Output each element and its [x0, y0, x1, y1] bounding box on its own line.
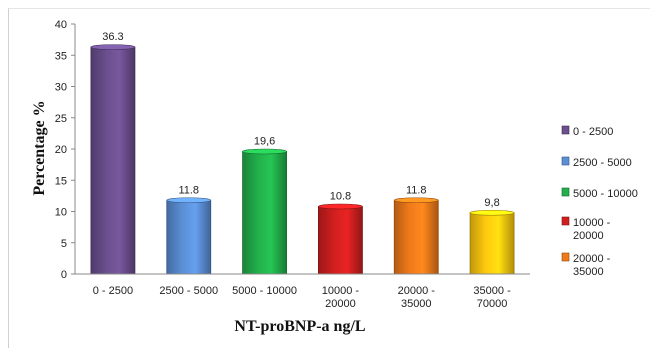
legend-label: 35000 — [573, 266, 604, 278]
y-tick-label: 25 — [55, 113, 67, 125]
x-tick-label: 20000 - — [398, 285, 436, 297]
y-tick-label: 0 — [61, 269, 67, 281]
legend-label: 20000 — [573, 230, 604, 242]
chart-frame — [8, 8, 650, 348]
legend-swatch — [561, 187, 570, 197]
x-tick-label: 35000 — [401, 298, 432, 310]
x-axis-title: NT-proBNP-a ng/L — [234, 318, 365, 335]
bar-top — [166, 197, 212, 204]
x-tick-label: 2500 - 5000 — [159, 285, 218, 297]
data-label: 11.8 — [178, 184, 199, 196]
bar-top — [90, 44, 136, 50]
y-axis: 0 5 10 15 20 25 30 35 40 — [55, 19, 76, 281]
data-label: 36.3 — [102, 31, 123, 43]
y-tick-label: 5 — [61, 238, 67, 250]
bars: 36.3 11.8 19,6 10.8 11.8 9,8 — [90, 31, 515, 275]
x-tick-label: 70000 — [477, 298, 508, 310]
y-tick-label: 35 — [55, 50, 67, 62]
x-axis: 0 - 2500 2500 - 5000 5000 - 10000 10000 -20… — [75, 273, 530, 310]
data-label: 11.8 — [406, 184, 427, 196]
legend-label: 10000 - — [573, 217, 611, 229]
legend-label: 2500 - 5000 — [573, 157, 632, 169]
x-tick-label: 20000 — [325, 298, 356, 310]
y-axis-title: Percentage % — [31, 100, 48, 195]
data-label: 19,6 — [254, 136, 275, 148]
bar — [166, 199, 212, 275]
x-tick-label: 5000 - 10000 — [232, 285, 297, 297]
bar — [90, 46, 136, 275]
x-tick-label: 35000 - — [473, 285, 511, 297]
legend-swatch — [561, 252, 570, 262]
legend-swatch — [561, 156, 570, 166]
data-label: 9,8 — [484, 197, 499, 209]
bar-top — [393, 197, 439, 204]
bar — [242, 151, 287, 275]
bar — [393, 199, 439, 275]
y-tick-label: 40 — [55, 19, 67, 31]
legend-swatch — [561, 216, 570, 226]
data-label: 10.8 — [330, 191, 351, 203]
bar — [318, 206, 363, 275]
bar-top — [318, 203, 363, 210]
legend-label: 5000 - 10000 — [573, 188, 638, 200]
bar — [469, 212, 515, 275]
bar-top — [469, 209, 515, 216]
y-tick-label: 20 — [55, 144, 67, 156]
legend-label: 20000 - — [573, 253, 611, 265]
legend-label: 0 - 2500 — [573, 126, 613, 138]
x-tick-label: 0 - 2500 — [93, 285, 133, 297]
bar-top — [242, 148, 287, 155]
y-tick-label: 10 — [55, 207, 67, 219]
y-tick-label: 15 — [55, 175, 67, 187]
y-tick-label: 30 — [55, 82, 67, 94]
legend-swatch — [561, 125, 570, 135]
x-tick-label: 10000 - — [322, 285, 360, 297]
